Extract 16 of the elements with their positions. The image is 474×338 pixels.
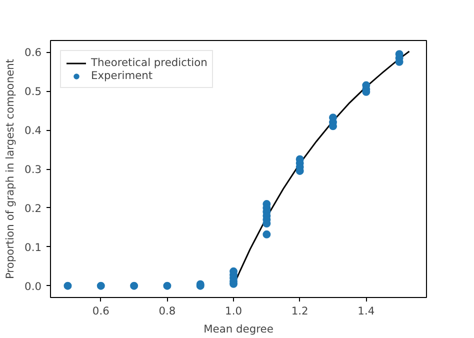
y-tick-label: 0.0 [24, 280, 42, 293]
y-axis-title: Proportion of graph in largest component [4, 58, 17, 280]
x-tick-label: 1.0 [225, 304, 242, 318]
y-tick-label: 0.4 [24, 124, 42, 138]
y-tick-label: 0.3 [24, 163, 42, 176]
y-tick-label: 0.6 [24, 46, 42, 60]
x-tick-label: 1.2 [291, 304, 308, 318]
legend-label: Theoretical prediction [91, 56, 208, 69]
x-tick-label: 1.4 [358, 304, 375, 318]
y-tick-label: 0.5 [24, 85, 42, 98]
legend-label: Experiment [91, 69, 153, 82]
y-tick-label: 0.1 [24, 240, 42, 254]
x-tick-label: 0.8 [158, 304, 176, 318]
y-tick-label: 0.2 [24, 202, 42, 215]
x-axis-title: Mean degree [204, 322, 274, 336]
x-tick-label: 0.6 [92, 304, 110, 318]
